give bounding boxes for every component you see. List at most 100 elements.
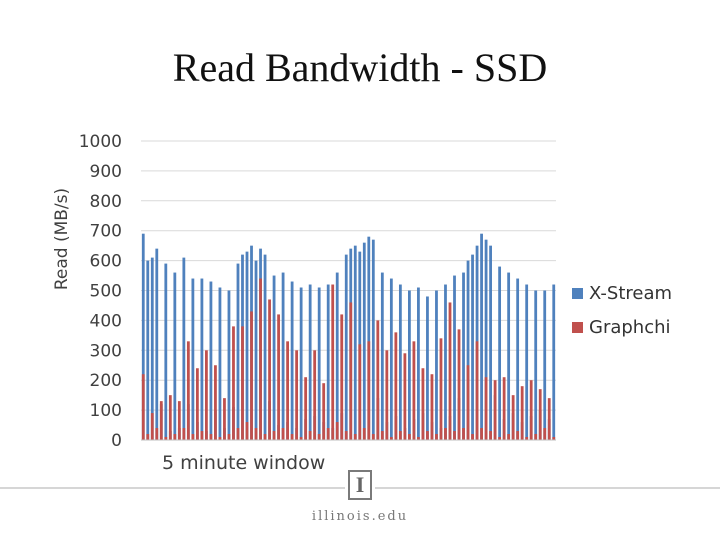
bar-graphchi [430, 374, 434, 440]
x-axis-label: 5 minute window [162, 452, 326, 474]
y-tick-label: 600 [90, 252, 122, 272]
bar-x-stream [344, 254, 348, 440]
bar-x-stream [362, 242, 366, 440]
y-tick-label: 800 [90, 192, 122, 212]
bar-graphchi [507, 434, 511, 440]
bar-graphchi [475, 341, 479, 440]
bar-graphchi [543, 428, 547, 440]
bar-x-stream [281, 272, 285, 440]
bar-x-stream [308, 284, 312, 440]
footer-url: illinois.edu [311, 509, 409, 524]
bar-graphchi [547, 398, 551, 440]
bar-graphchi [516, 431, 520, 440]
logo-mark: I [348, 470, 372, 500]
bar-x-stream [299, 287, 303, 440]
bar-graphchi [480, 428, 483, 440]
bar-graphchi [182, 428, 186, 440]
bar-graphchi [263, 434, 267, 440]
bar-graphchi [534, 434, 538, 440]
legend-swatch-graphchi [572, 321, 583, 333]
bar-graphchi [236, 428, 240, 440]
bar-graphchi [272, 431, 276, 440]
bar-x-stream [146, 260, 150, 440]
bar-graphchi [466, 365, 470, 440]
bar-x-stream [236, 263, 240, 440]
bar-graphchi [191, 434, 195, 440]
chart-title: Read Bandwidth - SSD [172, 45, 548, 90]
bar-graphchi [340, 314, 344, 440]
bar-graphchi [358, 344, 362, 440]
legend-item-x-stream: X-Stream [572, 276, 672, 310]
bar-x-stream [507, 272, 511, 440]
bar-graphchi [498, 437, 502, 440]
bar-graphchi [376, 320, 380, 440]
bar-graphchi [281, 428, 285, 440]
bar-graphchi [200, 431, 204, 440]
bar-x-stream [150, 257, 154, 440]
bar-x-stream [218, 287, 222, 440]
bar-graphchi [331, 284, 335, 440]
bar-graphchi [489, 431, 492, 440]
y-tick-label: 1000 [79, 132, 122, 152]
bar-x-stream [466, 260, 470, 440]
bar-graphchi [353, 434, 357, 440]
y-tick-label: 400 [90, 311, 122, 331]
bar-graphchi [462, 428, 465, 440]
bar-graphchi [538, 389, 542, 440]
bar-graphchi [250, 311, 253, 440]
bar-graphchi [349, 302, 353, 440]
bar-graphchi [259, 278, 262, 440]
legend-label-x-stream: X-Stream [589, 282, 673, 304]
bar-x-stream [200, 278, 204, 440]
bar-graphchi [385, 350, 389, 440]
bar-graphchi [232, 326, 235, 440]
bar-x-stream [389, 278, 393, 440]
bar-x-stream [462, 272, 465, 440]
bar-graphchi [205, 350, 208, 440]
bar-graphchi [141, 374, 145, 440]
bar-graphchi [520, 386, 524, 440]
illinois-logo: I [345, 467, 375, 503]
bar-graphchi [227, 434, 231, 440]
legend: X-Stream Graphchi [572, 276, 672, 344]
bar-x-stream [426, 296, 429, 440]
bar-graphchi [394, 332, 398, 440]
bar-graphchi [380, 431, 384, 440]
bar-graphchi [435, 434, 438, 440]
bar-x-stream [417, 287, 420, 440]
bar-x-stream [353, 245, 357, 440]
bar-graphchi [290, 434, 294, 440]
bar-graphchi [453, 431, 456, 440]
bar-graphchi [439, 338, 443, 440]
bar-x-stream [407, 290, 411, 440]
bar-graphchi [308, 431, 312, 440]
bar-graphchi [335, 422, 339, 440]
bar-x-stream [525, 284, 529, 440]
bar-x-stream [453, 275, 456, 440]
bar-x-stream [534, 290, 538, 440]
bar-graphchi [317, 434, 321, 440]
y-tick-label: 300 [90, 341, 122, 361]
bar-x-stream [227, 290, 231, 440]
legend-swatch-x-stream [572, 287, 583, 299]
bar-graphchi [195, 368, 199, 440]
bar-graphchi [286, 341, 290, 440]
bar-x-stream [489, 245, 492, 440]
bar-x-stream [326, 284, 330, 440]
bar-graphchi [168, 395, 172, 440]
y-tick-label: 700 [90, 222, 122, 242]
bar-graphchi [218, 437, 222, 440]
bar-graphchi [444, 428, 447, 440]
bar-x-stream [543, 290, 547, 440]
bar-graphchi [209, 434, 213, 440]
bar-graphchi [471, 434, 474, 440]
bar-graphchi [426, 431, 429, 440]
legend-label-graphchi: Graphchi [589, 316, 671, 338]
bar-graphchi [223, 398, 226, 440]
bar-x-stream [182, 257, 186, 440]
bar-graphchi [245, 422, 249, 440]
bar-x-stream [141, 233, 145, 440]
y-tick-label: 100 [90, 401, 122, 421]
bar-x-stream [155, 248, 159, 440]
